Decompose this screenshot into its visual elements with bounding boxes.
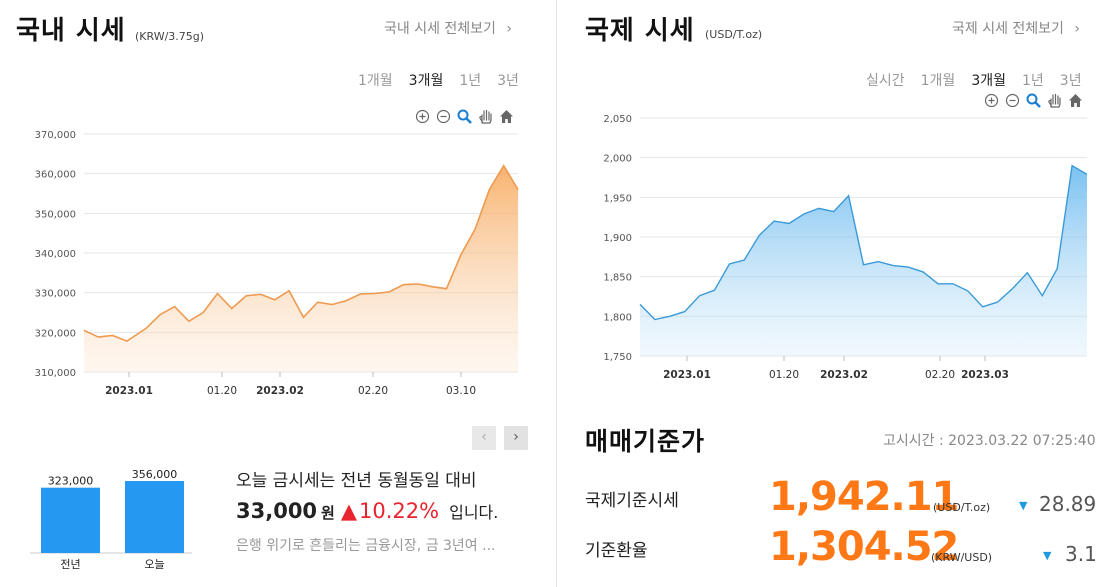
chevron-right-icon: ›	[1074, 21, 1081, 37]
up-arrow-icon: ▲	[340, 499, 358, 523]
y-tick-label: 360,000	[35, 170, 76, 181]
bar-name-label: 오늘	[144, 558, 164, 571]
compare-summary: 오늘 금시세는 전년 동월동일 대비 33,000 원 ▲ 10.22% 입니다…	[236, 466, 536, 555]
domestic-chart-tools	[414, 108, 515, 125]
bar-name-label: 전년	[60, 558, 80, 571]
y-tick-label: 1,850	[603, 273, 632, 284]
y-tick-label: 340,000	[35, 249, 76, 260]
international-area-fill	[640, 165, 1087, 356]
pan-hand-icon[interactable]	[477, 108, 494, 125]
international-panel: 국제 시세 (USD/T.oz) 국제 시세 전체보기 › 실시간 1개월 3개…	[557, 0, 1110, 587]
x-tick-label: 01.20	[769, 369, 799, 381]
notice-time: 고시시간 : 2023.03.22 07:25:40	[883, 433, 1096, 449]
zoom-out-icon[interactable]	[1004, 92, 1021, 109]
international-price-chart: 2,050 2,000 1,950 1,900 1,850 1,800 1,750 2023…	[603, 114, 1088, 381]
tab-1month[interactable]: 1개월	[358, 73, 393, 89]
x-tick-label: 02.20	[358, 385, 388, 397]
home-icon[interactable]	[1067, 92, 1084, 109]
exchange-rate-unit: (KRW/USD)	[931, 551, 993, 564]
standard-price-title: 매매기준가	[585, 427, 706, 456]
tab-3months[interactable]: 3개월	[971, 73, 1006, 89]
y-tick-label: 1,750	[603, 352, 632, 363]
tab-3months[interactable]: 3개월	[408, 73, 444, 89]
x-tick-label: 2023.02	[256, 385, 304, 397]
domestic-view-all-label: 국내 시세 전체보기	[384, 21, 496, 37]
compare-won: 원	[321, 504, 335, 522]
domestic-price-chart: 370,000 360,000 350,000 340,000 330,000 320,0…	[35, 130, 519, 397]
international-unit: (USD/T.oz)	[705, 28, 763, 41]
tab-1month[interactable]: 1개월	[920, 73, 956, 89]
zoom-in-icon[interactable]	[414, 108, 431, 125]
compare-percent: 10.22%	[359, 499, 440, 523]
x-tick-label: 03.10	[446, 385, 476, 397]
exchange-rate-value: 1,304.52	[769, 524, 959, 570]
prev-button[interactable]: ‹	[472, 426, 496, 450]
tab-1year[interactable]: 1년	[1021, 73, 1044, 89]
compare-amount: 33,000	[236, 499, 318, 523]
tab-1year[interactable]: 1년	[459, 73, 482, 89]
next-button[interactable]: ›	[504, 426, 528, 450]
year-compare-bar-chart: 323,000 전년 356,000 오늘	[30, 468, 192, 571]
compare-line2: 33,000 원 ▲ 10.22% 입니다.	[236, 499, 536, 523]
panel-divider	[556, 0, 557, 587]
tab-3years[interactable]: 3년	[1059, 73, 1082, 89]
intl-standard-change: 28.89	[1039, 492, 1097, 516]
y-tick-label: 1,900	[603, 233, 632, 244]
y-tick-label: 1,800	[603, 312, 632, 323]
domestic-unit: (KRW/3.75g)	[135, 30, 205, 43]
domestic-area-fill	[84, 165, 518, 372]
domestic-panel: 국내 시세 (KRW/3.75g) 국내 시세 전체보기 › 1개월 3개월 1…	[16, 16, 536, 571]
exchange-rate-change: 3.1	[1065, 542, 1097, 566]
domestic-period-tabs: 1개월 3개월 1년 3년	[358, 70, 519, 90]
tab-realtime[interactable]: 실시간	[866, 73, 905, 89]
y-tick-label: 320,000	[35, 328, 76, 339]
zoom-out-icon[interactable]	[435, 108, 452, 125]
y-tick-label: 330,000	[35, 289, 76, 300]
y-tick-label: 2,000	[603, 154, 632, 165]
magnifier-icon[interactable]	[456, 108, 473, 125]
international-period-tabs: 실시간 1개월 3개월 1년 3년	[866, 70, 1082, 90]
domestic-view-all-link[interactable]: 국내 시세 전체보기 ›	[384, 18, 512, 38]
x-tick-label: 01.20	[207, 385, 237, 397]
x-tick-label: 2023.01	[105, 385, 153, 397]
domestic-price-line	[83, 164, 519, 342]
international-price-line	[639, 164, 1088, 321]
international-chart-tools	[983, 92, 1084, 109]
home-icon[interactable]	[498, 108, 515, 125]
x-tick-label: 2023.02	[820, 369, 868, 381]
compare-bar	[125, 481, 184, 553]
x-tick-label: 2023.01	[663, 369, 711, 381]
international-view-all-label: 국제 시세 전체보기	[952, 21, 1064, 37]
news-headline-link[interactable]: 은행 위기로 흔들리는 금융시장, 금 3년여 ...	[236, 538, 496, 554]
domestic-title: 국내 시세	[16, 16, 126, 46]
intl-standard-unit: (USD/T.oz)	[933, 501, 991, 514]
x-tick-label: 02.20	[925, 369, 955, 381]
exchange-rate-label: 기준환율	[585, 541, 648, 561]
pan-hand-icon[interactable]	[1046, 92, 1063, 109]
magnifier-icon[interactable]	[1025, 92, 1042, 109]
intl-standard-label: 국제기준시세	[585, 491, 679, 511]
bar-value-label: 356,000	[132, 468, 178, 481]
compare-bar	[41, 487, 100, 553]
compare-tail: 입니다.	[449, 503, 499, 522]
down-arrow-icon: ▼	[1019, 499, 1028, 512]
y-tick-label: 310,000	[35, 368, 76, 379]
bar-value-label: 323,000	[48, 475, 94, 488]
y-tick-label: 1,950	[603, 193, 632, 204]
y-tick-label: 350,000	[35, 209, 76, 220]
tab-3years[interactable]: 3년	[497, 73, 519, 89]
international-view-all-link[interactable]: 국제 시세 전체보기 ›	[952, 18, 1080, 38]
compare-line1: 오늘 금시세는 전년 동월동일 대비	[236, 471, 477, 491]
international-title: 국제 시세	[585, 16, 695, 46]
zoom-in-icon[interactable]	[983, 92, 1000, 109]
intl-standard-value: 1,942.11	[769, 474, 959, 520]
y-tick-label: 2,050	[603, 114, 632, 125]
chevron-right-icon: ›	[506, 21, 513, 37]
y-tick-label: 370,000	[35, 130, 76, 141]
x-tick-label: 2023.03	[961, 369, 1009, 381]
down-arrow-icon: ▼	[1043, 549, 1052, 562]
